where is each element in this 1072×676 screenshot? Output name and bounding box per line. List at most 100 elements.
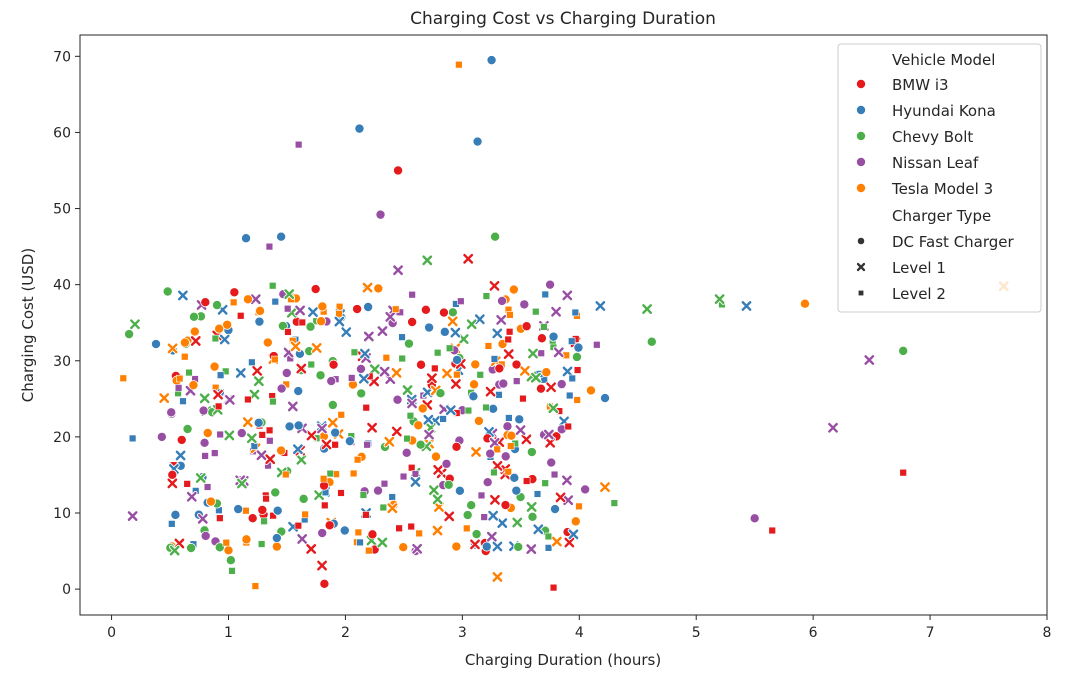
x-tick-label: 1 [224, 625, 233, 641]
data-point [212, 388, 224, 401]
data-point [236, 477, 248, 490]
data-point [413, 420, 424, 431]
data-point [212, 300, 223, 311]
data-point [484, 342, 493, 350]
data-point [549, 583, 558, 592]
data-point [445, 344, 454, 352]
data-point [486, 55, 497, 66]
data-point [317, 301, 328, 312]
data-point [473, 415, 484, 426]
data-point [265, 426, 274, 435]
data-point [276, 383, 287, 394]
data-point [327, 399, 338, 410]
data-point [561, 289, 574, 302]
data-point [519, 365, 531, 377]
data-point [368, 363, 381, 376]
data-point [328, 359, 339, 370]
data-point [313, 489, 325, 501]
y-axis: 0 10 20 30 40 50 60 70 [53, 49, 80, 598]
data-point [502, 421, 513, 432]
data-point [241, 534, 252, 545]
data-point [228, 567, 236, 575]
data-point [525, 543, 538, 555]
data-point [337, 411, 345, 419]
data-point [511, 485, 522, 496]
data-point [740, 300, 753, 312]
data-point [175, 374, 184, 383]
data-point [124, 329, 135, 340]
data-point [390, 425, 403, 438]
data-point [316, 316, 327, 327]
legend-label: Hyundai Kona [892, 102, 996, 120]
data-point [296, 533, 308, 545]
data-point [486, 530, 498, 543]
data-point [401, 384, 414, 396]
data-point [470, 446, 482, 458]
data-point [532, 523, 545, 536]
data-point [594, 300, 607, 312]
data-point [281, 367, 292, 378]
data-point [305, 429, 318, 442]
data-point [407, 522, 415, 531]
data-point [359, 347, 371, 360]
data-point [491, 540, 504, 553]
data-point [214, 323, 225, 334]
data-point [398, 542, 409, 553]
legend-marker [856, 182, 867, 193]
data-point [491, 571, 504, 583]
x-tick-label: 4 [575, 625, 584, 641]
data-point [320, 438, 333, 451]
data-point [214, 402, 223, 411]
data-point [505, 414, 513, 422]
data-point [489, 494, 501, 506]
data-point [827, 421, 839, 434]
data-point [260, 517, 268, 525]
data-point [324, 520, 335, 531]
data-point [527, 347, 539, 360]
data-point [511, 359, 522, 370]
data-point [181, 353, 189, 361]
y-tick-label: 20 [53, 430, 71, 446]
legend-box [837, 43, 1042, 313]
data-point [319, 578, 330, 589]
data-point [189, 335, 202, 347]
data-point [257, 504, 268, 515]
data-point [129, 318, 141, 331]
data-point [242, 294, 253, 305]
data-point [571, 308, 580, 317]
data-point [359, 491, 368, 499]
data-point [253, 417, 264, 428]
data-point [468, 391, 479, 402]
data-point [441, 367, 453, 380]
data-point [349, 469, 358, 478]
data-point [411, 542, 423, 555]
data-point [491, 460, 504, 472]
data-point [502, 348, 515, 360]
data-point [216, 514, 224, 522]
data-point [293, 420, 304, 431]
data-point [356, 538, 364, 547]
data-point [298, 493, 309, 504]
legend-marker [856, 105, 867, 116]
data-point [504, 335, 512, 344]
data-point [194, 472, 207, 484]
x-tick-label: 7 [926, 625, 935, 641]
data-point [457, 333, 470, 345]
data-point [151, 339, 162, 350]
data-point [229, 287, 240, 298]
data-point [379, 503, 388, 512]
data-point [292, 443, 304, 455]
data-point [551, 535, 563, 548]
data-point [485, 448, 496, 459]
data-point [573, 396, 581, 404]
data-point [451, 441, 462, 452]
data-point [500, 500, 511, 511]
data-point [363, 441, 371, 449]
data-point [166, 477, 179, 490]
data-point [575, 502, 583, 511]
legend-marker [856, 236, 866, 246]
data-point [522, 477, 531, 485]
data-point [167, 469, 178, 480]
data-point [264, 453, 276, 465]
legend-label: Chevy Bolt [892, 128, 973, 146]
